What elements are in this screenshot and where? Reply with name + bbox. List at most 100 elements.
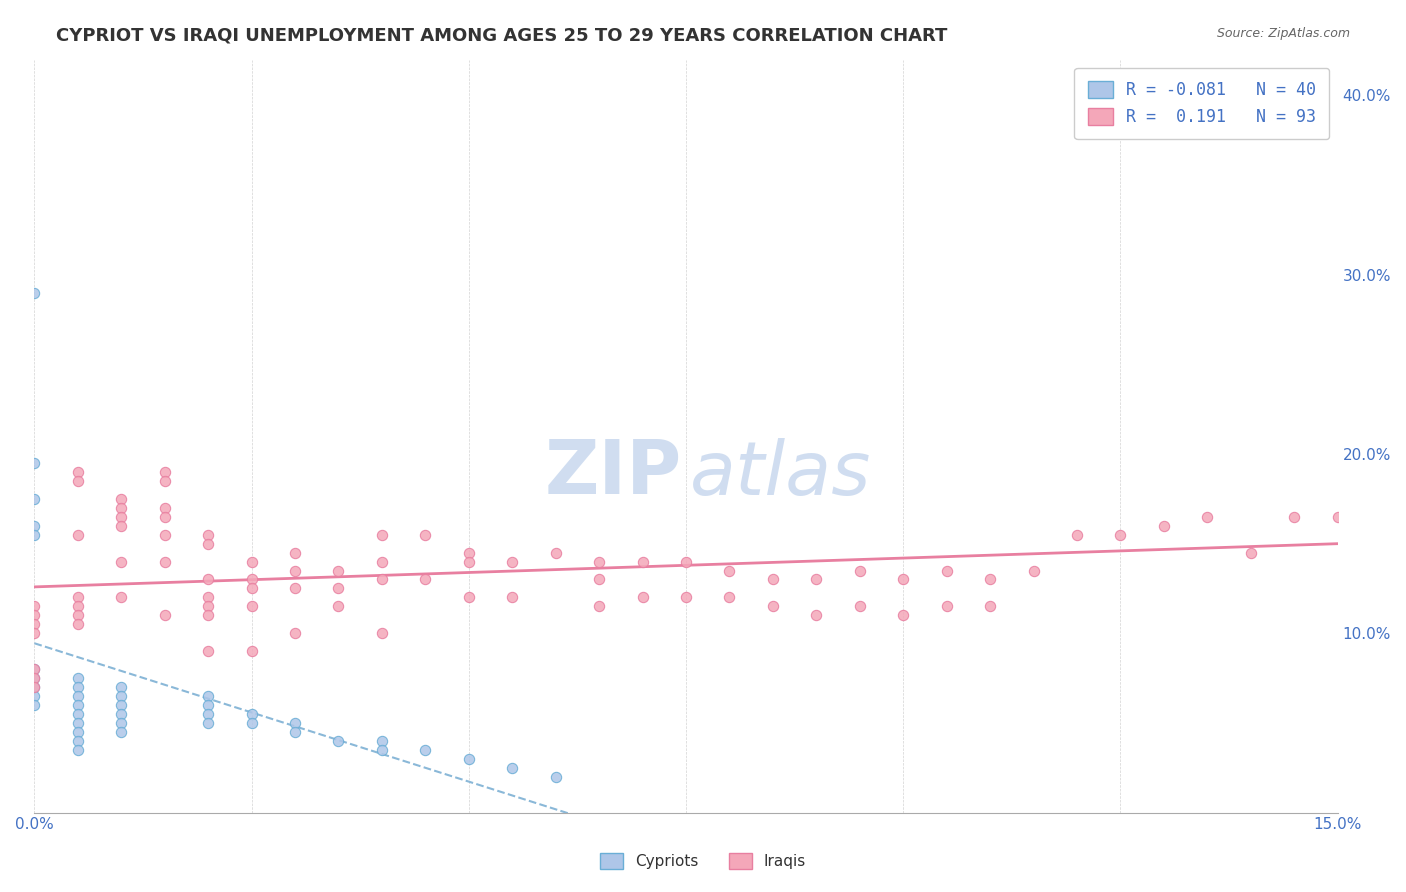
Point: [979, 599, 1001, 614]
Point: [66, 724, 89, 739]
Point: [66, 706, 89, 721]
Point: [284, 564, 307, 578]
Point: [1282, 509, 1305, 524]
Point: [66, 608, 89, 623]
Point: [1197, 509, 1219, 524]
Point: [197, 698, 219, 712]
Point: [891, 573, 914, 587]
Point: [501, 591, 523, 605]
Point: [284, 546, 307, 560]
Point: [588, 555, 610, 569]
Point: [544, 546, 567, 560]
Point: [371, 527, 394, 541]
Point: [110, 500, 132, 515]
Point: [22, 680, 45, 694]
Point: [240, 706, 263, 721]
Point: [197, 715, 219, 730]
Point: [197, 527, 219, 541]
Point: [22, 527, 45, 541]
Point: [415, 573, 437, 587]
Point: [197, 608, 219, 623]
Point: [457, 752, 479, 766]
Point: [22, 680, 45, 694]
Point: [1022, 564, 1045, 578]
Point: [371, 555, 394, 569]
Point: [240, 599, 263, 614]
Point: [22, 698, 45, 712]
Point: [22, 456, 45, 470]
Point: [284, 626, 307, 640]
Point: [849, 599, 872, 614]
Point: [110, 555, 132, 569]
Point: [66, 465, 89, 479]
Legend: Cypriots, Iraqis: Cypriots, Iraqis: [593, 847, 813, 875]
Point: [197, 573, 219, 587]
Point: [66, 689, 89, 703]
Point: [240, 573, 263, 587]
Point: [457, 546, 479, 560]
Point: [153, 509, 176, 524]
Point: [371, 573, 394, 587]
Point: [66, 671, 89, 685]
Point: [284, 715, 307, 730]
Point: [110, 715, 132, 730]
Point: [328, 564, 350, 578]
Point: [328, 599, 350, 614]
Point: [328, 582, 350, 596]
Text: Source: ZipAtlas.com: Source: ZipAtlas.com: [1216, 27, 1350, 40]
Point: [197, 689, 219, 703]
Point: [1240, 546, 1263, 560]
Text: CYPRIOT VS IRAQI UNEMPLOYMENT AMONG AGES 25 TO 29 YEARS CORRELATION CHART: CYPRIOT VS IRAQI UNEMPLOYMENT AMONG AGES…: [56, 27, 948, 45]
Point: [891, 608, 914, 623]
Point: [22, 662, 45, 676]
Point: [588, 573, 610, 587]
Point: [110, 491, 132, 506]
Point: [153, 500, 176, 515]
Legend: R = -0.081   N = 40, R =  0.191   N = 93: R = -0.081 N = 40, R = 0.191 N = 93: [1074, 68, 1329, 139]
Point: [153, 527, 176, 541]
Point: [66, 591, 89, 605]
Point: [22, 671, 45, 685]
Point: [328, 734, 350, 748]
Point: [66, 617, 89, 632]
Point: [240, 644, 263, 658]
Point: [66, 734, 89, 748]
Point: [66, 698, 89, 712]
Point: [415, 527, 437, 541]
Point: [675, 555, 697, 569]
Point: [501, 761, 523, 775]
Point: [979, 573, 1001, 587]
Point: [110, 689, 132, 703]
Point: [22, 608, 45, 623]
Point: [22, 617, 45, 632]
Point: [675, 591, 697, 605]
Point: [544, 770, 567, 784]
Text: ZIP: ZIP: [546, 437, 682, 510]
Point: [718, 564, 741, 578]
Point: [22, 689, 45, 703]
Point: [22, 626, 45, 640]
Point: [66, 474, 89, 488]
Point: [66, 599, 89, 614]
Point: [110, 518, 132, 533]
Point: [1153, 518, 1175, 533]
Point: [22, 285, 45, 300]
Point: [806, 573, 828, 587]
Point: [588, 599, 610, 614]
Point: [66, 680, 89, 694]
Point: [1066, 527, 1088, 541]
Point: [110, 706, 132, 721]
Point: [110, 698, 132, 712]
Point: [22, 599, 45, 614]
Point: [806, 608, 828, 623]
Point: [22, 671, 45, 685]
Point: [197, 591, 219, 605]
Point: [197, 599, 219, 614]
Point: [631, 555, 654, 569]
Point: [457, 591, 479, 605]
Point: [240, 555, 263, 569]
Point: [935, 599, 957, 614]
Point: [153, 608, 176, 623]
Point: [935, 564, 957, 578]
Point: [284, 582, 307, 596]
